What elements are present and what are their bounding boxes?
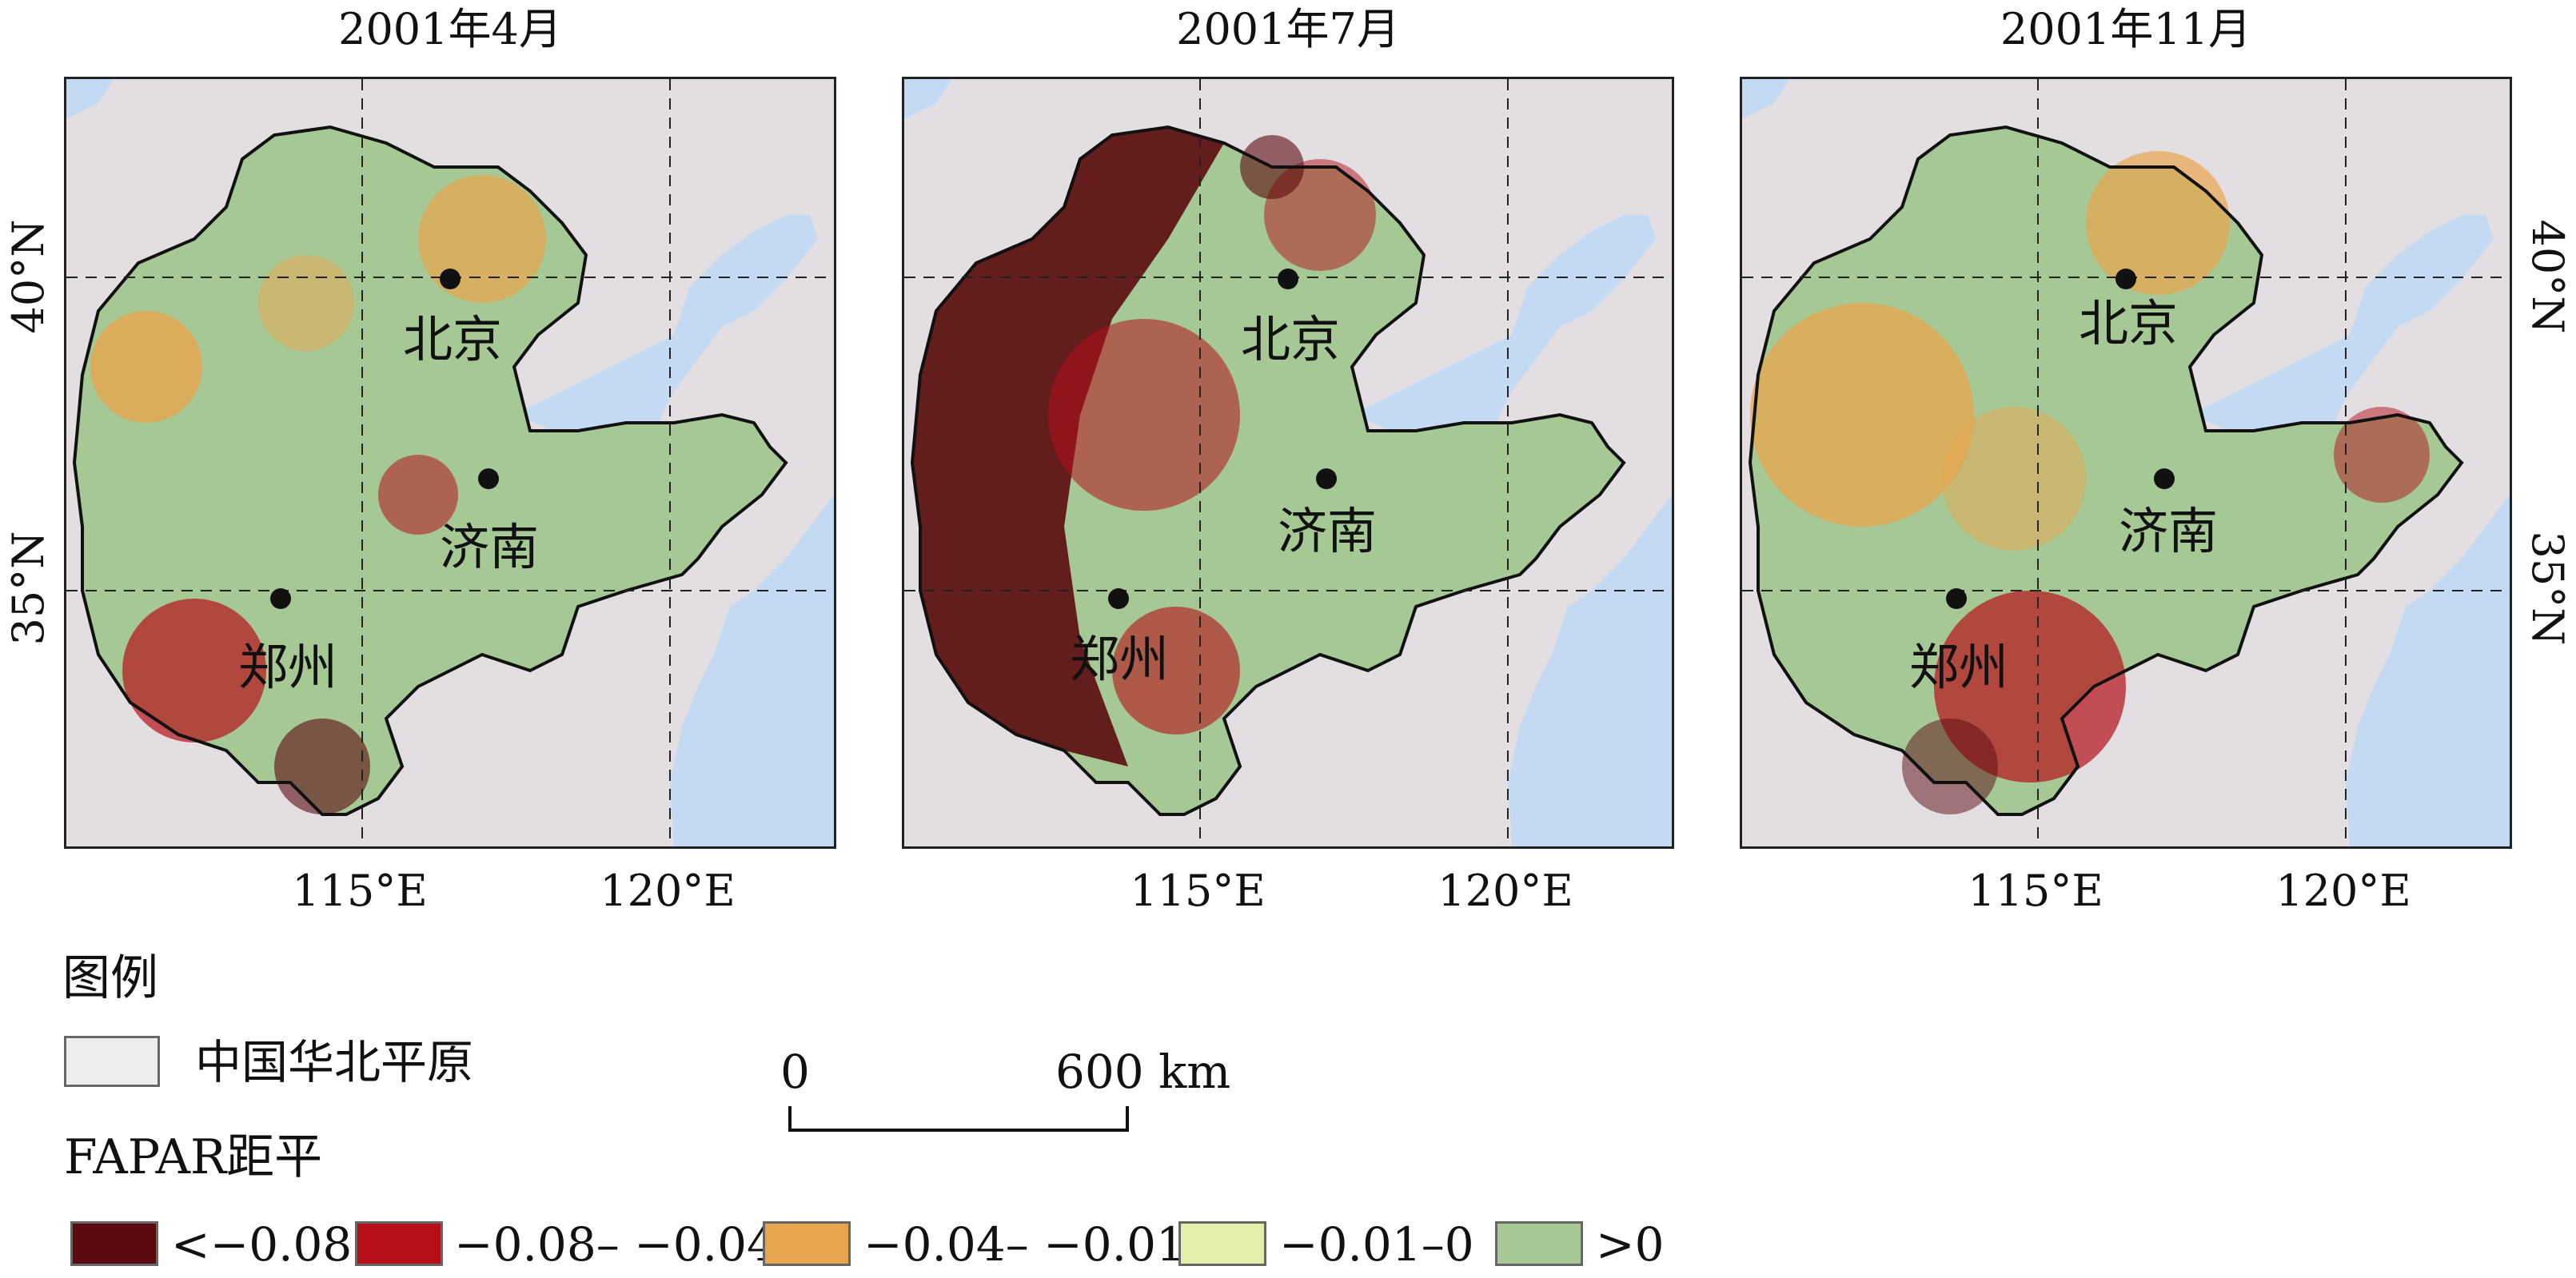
city-label-zhengzhou: 郑州	[237, 638, 338, 696]
x-tick-115: 115°E	[1968, 866, 2103, 916]
sea-area	[904, 79, 952, 119]
scale-bar-line	[788, 1106, 1129, 1132]
map-november-svg	[1742, 79, 2510, 846]
plain-outline	[910, 125, 1626, 816]
city-marker-beijing	[440, 269, 461, 289]
x-tick-120: 120°E	[1438, 866, 1573, 916]
plain-region	[1750, 127, 2462, 814]
map-blob	[1112, 607, 1240, 735]
city-marker-zhengzhou	[1108, 588, 1129, 609]
map-november	[1740, 77, 2512, 849]
map-april	[64, 77, 836, 849]
city-marker-beijing	[2115, 269, 2136, 289]
city-marker-jinan	[478, 468, 499, 489]
legend-label-class-2: −0.08– −0.04	[454, 1217, 776, 1272]
sea-area	[2346, 79, 2510, 846]
panel-title-july: 2001年7月	[1176, 4, 1400, 54]
panel-title-april: 2001年4月	[338, 4, 562, 54]
map-july	[902, 77, 1674, 849]
city-label-beijing: 北京	[402, 310, 503, 368]
map-blob	[1750, 303, 1974, 527]
x-tick-115: 115°E	[1130, 866, 1266, 916]
legend-swatch-class-4	[1178, 1221, 1266, 1266]
map-blob	[122, 599, 266, 743]
city-label-jinan: 济南	[439, 518, 540, 576]
map-blob	[1048, 319, 1240, 511]
map-blob	[378, 455, 458, 535]
legend-label-class-4: −0.01–0	[1279, 1217, 1474, 1272]
legend-swatch-class-2	[355, 1221, 443, 1266]
sea-area	[514, 215, 818, 431]
map-blob	[1942, 407, 2086, 551]
city-marker-jinan	[2154, 468, 2175, 489]
x-tick-115: 115°E	[292, 866, 428, 916]
scale-bar-start: 0	[780, 1045, 810, 1099]
legend-label-class-3: −0.04– −0.01	[863, 1217, 1186, 1272]
map-blob	[274, 719, 370, 814]
legend-swatch-class-3	[763, 1221, 851, 1266]
map-blob	[2334, 407, 2430, 503]
legend-title: 图例	[62, 950, 158, 1006]
legend-region-label: 中国华北平原	[195, 1035, 474, 1089]
city-marker-jinan	[1316, 468, 1337, 489]
legend-swatch-class-1	[70, 1221, 158, 1266]
sea-area	[2190, 215, 2494, 431]
map-blob	[2086, 151, 2230, 295]
y-tick-35n-right: 35°N	[2522, 531, 2573, 646]
city-label-jinan: 济南	[2118, 502, 2219, 560]
map-april-svg	[66, 79, 834, 846]
city-label-beijing: 北京	[2078, 294, 2179, 352]
sea-area	[66, 79, 114, 119]
scale-bar-end: 600 km	[1055, 1045, 1231, 1099]
x-tick-120: 120°E	[2275, 866, 2411, 916]
sea-area	[1352, 215, 1656, 431]
city-marker-beijing	[1278, 269, 1298, 289]
city-marker-zhengzhou	[1946, 588, 1967, 609]
x-tick-120: 120°E	[600, 866, 736, 916]
legend-label-class-5: >0	[1596, 1217, 1665, 1272]
sea-area	[1508, 79, 1672, 846]
map-blob	[418, 175, 546, 303]
plain-outline	[72, 125, 788, 816]
y-tick-35n-left: 35°N	[3, 531, 54, 646]
city-label-zhengzhou: 郑州	[1069, 630, 1170, 688]
city-label-jinan: 济南	[1277, 502, 1378, 560]
map-blob	[258, 255, 354, 351]
legend-label-class-1: <−0.08	[171, 1217, 353, 1272]
fapar-legend-title: FAPAR距平	[64, 1129, 323, 1185]
sea-area	[1742, 79, 1790, 119]
legend-swatch-class-5	[1495, 1221, 1583, 1266]
y-tick-40n-right: 40°N	[2522, 219, 2573, 334]
city-marker-zhengzhou	[270, 588, 291, 609]
panel-title-november: 2001年11月	[2000, 4, 2252, 54]
city-label-beijing: 北京	[1240, 310, 1341, 368]
map-july-svg	[904, 79, 1672, 846]
map-blob	[90, 311, 202, 423]
sea-area	[670, 79, 834, 846]
city-label-zhengzhou: 郑州	[1908, 638, 2009, 696]
plain-outline	[1748, 125, 2464, 816]
legend-swatch-region	[64, 1036, 160, 1087]
y-tick-40n-left: 40°N	[3, 219, 54, 334]
